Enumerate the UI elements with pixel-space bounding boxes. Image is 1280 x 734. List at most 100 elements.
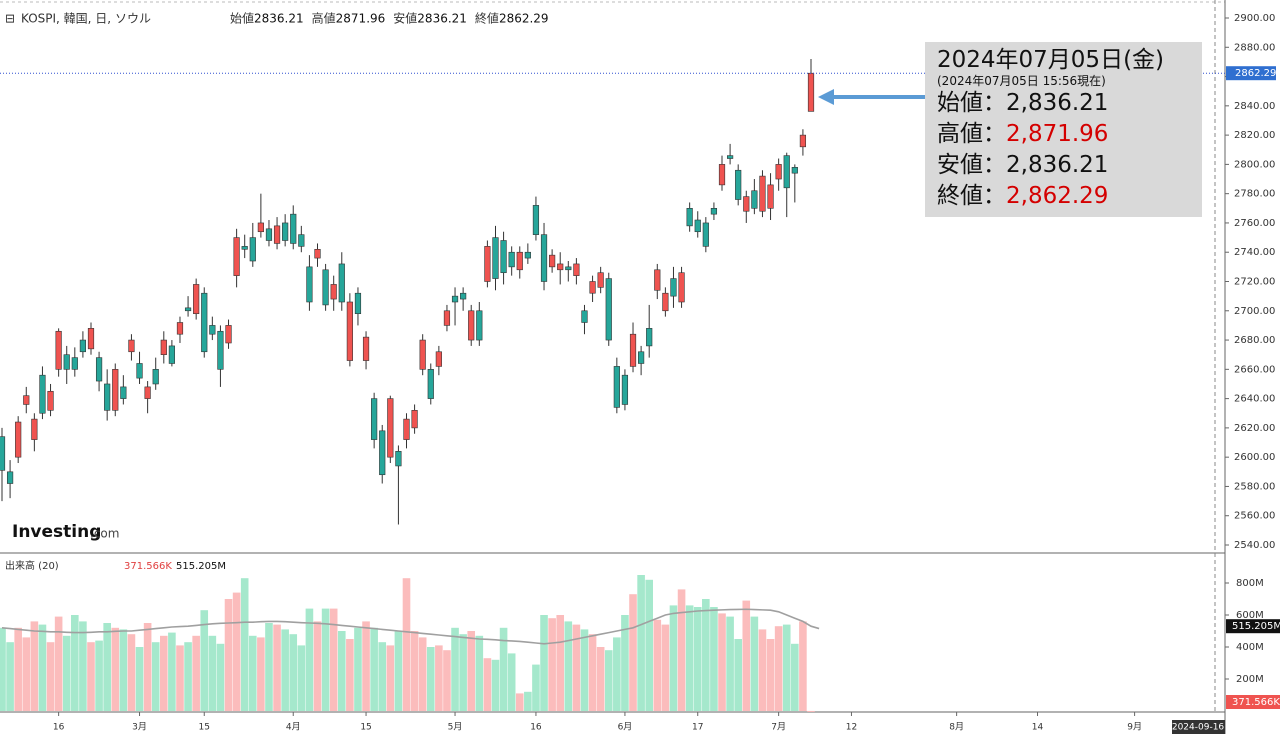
volume-bar xyxy=(774,626,783,711)
candle-body xyxy=(241,246,248,250)
y-tick-label: 2600.00 xyxy=(1234,452,1275,463)
candle-body xyxy=(152,369,159,385)
candle-body xyxy=(79,339,86,353)
volume-bar xyxy=(313,621,322,711)
y-tick-label: 2880.00 xyxy=(1234,42,1275,53)
candle-body xyxy=(726,155,734,159)
volume-bar xyxy=(475,635,484,711)
x-tick-label: 15 xyxy=(199,723,210,733)
info-label: 終値： xyxy=(937,183,1006,209)
volume-bar xyxy=(22,637,31,711)
volume-bar xyxy=(491,659,500,711)
volume-bar xyxy=(394,631,403,711)
candle-body xyxy=(55,330,62,370)
x-tick-label: 16 xyxy=(530,723,542,733)
volume-bar xyxy=(402,578,411,711)
candle-body xyxy=(176,322,184,335)
candle-body xyxy=(775,164,782,180)
candle-body xyxy=(168,345,175,364)
x-tick-label: 15 xyxy=(360,723,371,733)
candle-body xyxy=(686,208,693,227)
candle-body xyxy=(63,354,70,370)
volume-bar xyxy=(410,631,419,711)
info-value: 2,862.29 xyxy=(1006,183,1109,209)
y-tick-label: 2620.00 xyxy=(1234,423,1275,434)
candle-body xyxy=(290,213,297,244)
x-tick-label: 16 xyxy=(53,723,65,733)
candle-body xyxy=(597,272,604,288)
volume-bar xyxy=(143,623,152,711)
candle-body xyxy=(31,418,38,440)
volume-bar xyxy=(435,645,443,711)
volume-bar xyxy=(38,624,47,711)
volume-bar xyxy=(524,691,532,711)
x-tick-label: 7月 xyxy=(771,722,786,733)
y-tick-label: 2560.00 xyxy=(1234,511,1275,522)
volume-bar xyxy=(556,615,565,711)
volume-bar xyxy=(564,621,573,711)
volume-bar xyxy=(604,650,613,711)
volume-bar xyxy=(281,629,289,711)
volume-title: 出来高 (20) xyxy=(5,559,59,572)
candle-body xyxy=(338,263,345,303)
header-ohlc-name: 始値 xyxy=(230,11,254,26)
candle-body xyxy=(95,357,103,382)
candle-body xyxy=(184,307,192,312)
volume-bar xyxy=(677,589,686,711)
candle-body xyxy=(654,269,661,291)
x-tick-label: 9月 xyxy=(1127,722,1142,733)
v-tick-label: 400M xyxy=(1236,642,1264,653)
volume-bar xyxy=(386,645,395,711)
volume-bar xyxy=(95,640,103,711)
volume-bar xyxy=(572,624,581,711)
volume-bar xyxy=(596,647,605,711)
volume-bar xyxy=(613,637,621,711)
candle-body xyxy=(799,134,807,148)
volume-bar xyxy=(483,658,492,711)
volume-bar xyxy=(216,643,225,711)
y-tick-label: 2720.00 xyxy=(1234,277,1275,288)
candle-body xyxy=(144,386,151,399)
volume-bar xyxy=(807,710,815,712)
candle-body xyxy=(330,284,337,300)
y-tick-label: 2780.00 xyxy=(1234,189,1275,200)
volume-bar xyxy=(710,607,718,711)
y-tick-label: 2700.00 xyxy=(1234,306,1275,317)
candle-body xyxy=(47,390,54,411)
header-ohlc-value: 2871.96 xyxy=(336,12,386,26)
volume-bar xyxy=(669,605,678,711)
info-label: 始値： xyxy=(937,90,1006,116)
volume-bar xyxy=(346,639,354,711)
y-tick-label: 2800.00 xyxy=(1234,159,1275,170)
volume-bar xyxy=(14,627,22,711)
volume-bar xyxy=(726,616,734,711)
volume-bar xyxy=(248,635,257,711)
volume-bar xyxy=(232,592,241,711)
candle-body xyxy=(39,374,46,414)
volume-bar xyxy=(629,594,637,711)
volume-bar xyxy=(151,642,160,711)
volume-bar xyxy=(532,664,540,711)
volume-bar xyxy=(742,600,751,711)
candle-body xyxy=(589,281,596,294)
info-time: (2024年07月05日 15:56現在) xyxy=(937,74,1106,88)
candle-body xyxy=(500,240,507,274)
volume-bar xyxy=(46,642,55,711)
volume-last: 371.566K xyxy=(124,561,172,572)
candle-body xyxy=(403,418,410,440)
candle-body xyxy=(662,292,669,312)
candle-body xyxy=(791,167,798,174)
v-tick-label: 200M xyxy=(1236,674,1264,685)
volume-bar xyxy=(799,621,807,711)
header-ohlc-value: 2836.21 xyxy=(417,12,467,26)
candle-body xyxy=(314,248,321,259)
candle-body xyxy=(362,336,370,361)
logo: Investing xyxy=(12,522,101,542)
volume-tag xyxy=(1226,695,1280,709)
y-tick-label: 2840.00 xyxy=(1234,101,1275,112)
logo-suffix: .com xyxy=(90,527,119,541)
volume-bar xyxy=(273,624,281,711)
volume-bar xyxy=(62,635,71,711)
volume-bar xyxy=(548,618,556,711)
